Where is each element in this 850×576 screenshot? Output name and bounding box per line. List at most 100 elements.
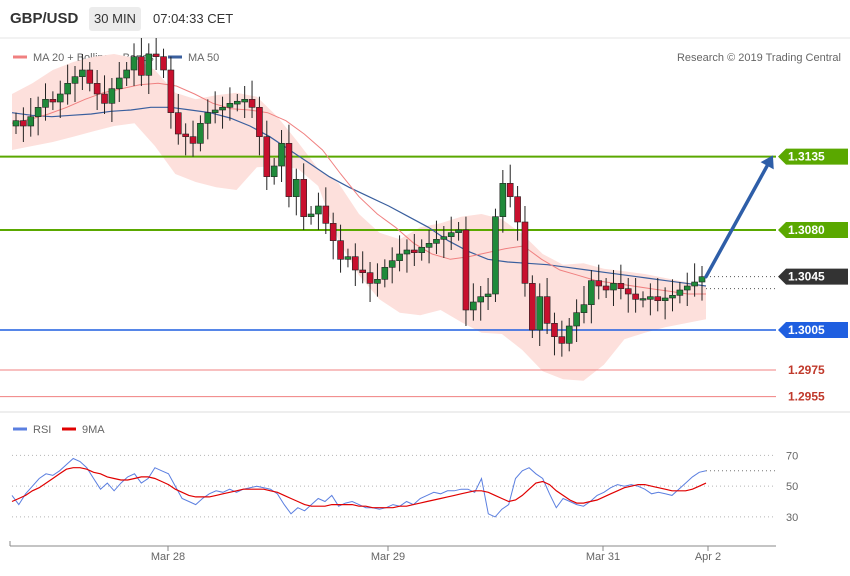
- candle: [543, 296, 551, 324]
- candle: [514, 196, 521, 223]
- rsi-panel: 70 50 30: [11, 450, 798, 524]
- price-tag-1.3005: [778, 322, 848, 338]
- candle: [521, 221, 529, 284]
- candle: [337, 240, 344, 260]
- candle: [462, 229, 470, 311]
- candle: [108, 88, 116, 104]
- ma20-line: [11, 82, 706, 295]
- projection-arrow: [704, 155, 774, 279]
- candle: [263, 136, 271, 177]
- bollinger-bands: [12, 54, 706, 381]
- candle: [322, 205, 330, 224]
- timeframe-button[interactable]: 30 MIN: [89, 7, 141, 31]
- candle: [359, 269, 366, 273]
- candle: [115, 77, 123, 89]
- candle: [293, 179, 300, 197]
- candle: [470, 301, 477, 311]
- candle: [64, 83, 71, 95]
- price-levels: [0, 155, 776, 398]
- candle: [278, 143, 285, 167]
- candle: [698, 276, 706, 283]
- candle: [565, 325, 573, 344]
- candle: [477, 296, 485, 303]
- candle: [639, 298, 647, 301]
- candle: [248, 99, 256, 108]
- candle: [226, 103, 234, 108]
- candle: [219, 107, 226, 111]
- projection-arrowhead: [760, 155, 774, 170]
- ma9-legend-label: 9MA: [82, 424, 105, 436]
- candle: [145, 53, 153, 76]
- clock-time: 07:04:33 CET: [153, 11, 234, 26]
- candle: [602, 285, 610, 291]
- candle: [20, 120, 27, 127]
- candle: [418, 247, 425, 253]
- rsi-tick-50: 50: [786, 481, 798, 493]
- price-label-1.3005: 1.3005: [788, 323, 825, 337]
- time-label-1: Mar 29: [371, 551, 405, 563]
- candle: [595, 280, 603, 287]
- candle: [256, 107, 263, 137]
- candle: [654, 296, 662, 301]
- candle: [130, 56, 138, 71]
- candle: [307, 213, 315, 217]
- time-axis: Mar 28 Mar 29 Mar 31 Apr 2: [9, 541, 776, 563]
- candle: [174, 112, 182, 135]
- ma50-legend-label: MA 50: [188, 52, 219, 64]
- candle: [506, 183, 514, 197]
- rsi-tick-70: 70: [786, 450, 798, 462]
- candle: [300, 179, 307, 217]
- candle: [683, 285, 691, 291]
- candle: [580, 304, 588, 313]
- ma50-line: [11, 106, 707, 287]
- moving-averages: [11, 82, 707, 295]
- candle: [455, 229, 462, 233]
- candle: [624, 288, 632, 295]
- candle: [270, 165, 278, 177]
- candle: [211, 109, 219, 113]
- rsi-series-rsi: [11, 457, 707, 518]
- bollinger-band-area: [12, 54, 706, 381]
- candle: [388, 260, 396, 268]
- candle: [366, 272, 374, 284]
- candlesticks: [12, 38, 706, 357]
- candle: [484, 293, 492, 297]
- candle: [396, 253, 403, 261]
- candle: [440, 236, 448, 240]
- candle: [233, 100, 241, 105]
- candle: [661, 297, 669, 301]
- candle: [86, 69, 94, 84]
- candle: [42, 99, 49, 108]
- candle: [71, 76, 79, 84]
- candle: [381, 267, 389, 280]
- candle: [551, 323, 558, 337]
- candle: [160, 56, 167, 71]
- projection-line: [704, 158, 772, 279]
- candle: [558, 336, 566, 344]
- candle: [573, 312, 580, 327]
- candle: [79, 69, 86, 77]
- candle: [529, 283, 536, 331]
- header-bar: GBP/USD 30 MIN 07:04:33 CET: [0, 0, 850, 38]
- candle: [204, 112, 212, 124]
- candle: [403, 249, 411, 255]
- candle: [588, 280, 595, 305]
- candle: [676, 289, 684, 296]
- rsi-legend-label: RSI: [33, 424, 51, 436]
- candle: [344, 256, 352, 260]
- candle: [447, 232, 455, 237]
- time-label-0: Mar 28: [151, 551, 185, 563]
- candle: [49, 99, 57, 103]
- price-label-1.3080: 1.3080: [788, 223, 825, 237]
- candle: [499, 183, 507, 217]
- candle: [101, 93, 108, 104]
- rsi-tick-30: 30: [786, 512, 798, 524]
- candle: [182, 133, 189, 137]
- candle: [27, 116, 35, 127]
- price-tag-1.3135: [778, 148, 848, 165]
- candle: [433, 239, 440, 244]
- candle: [123, 69, 130, 79]
- price-label-1.3045: 1.3045: [788, 270, 825, 284]
- time-label-3: Apr 2: [695, 551, 721, 563]
